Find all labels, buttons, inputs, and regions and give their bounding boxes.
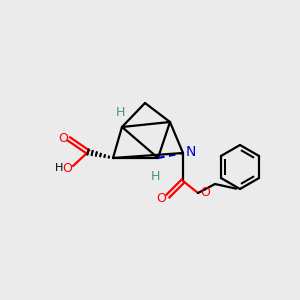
Text: O: O (156, 191, 166, 205)
Text: H: H (115, 106, 125, 119)
Text: H: H (55, 163, 63, 173)
Text: O: O (58, 131, 68, 145)
Text: O: O (62, 161, 72, 175)
Text: O: O (200, 187, 210, 200)
Text: N: N (186, 145, 196, 159)
Text: H: H (150, 170, 160, 184)
